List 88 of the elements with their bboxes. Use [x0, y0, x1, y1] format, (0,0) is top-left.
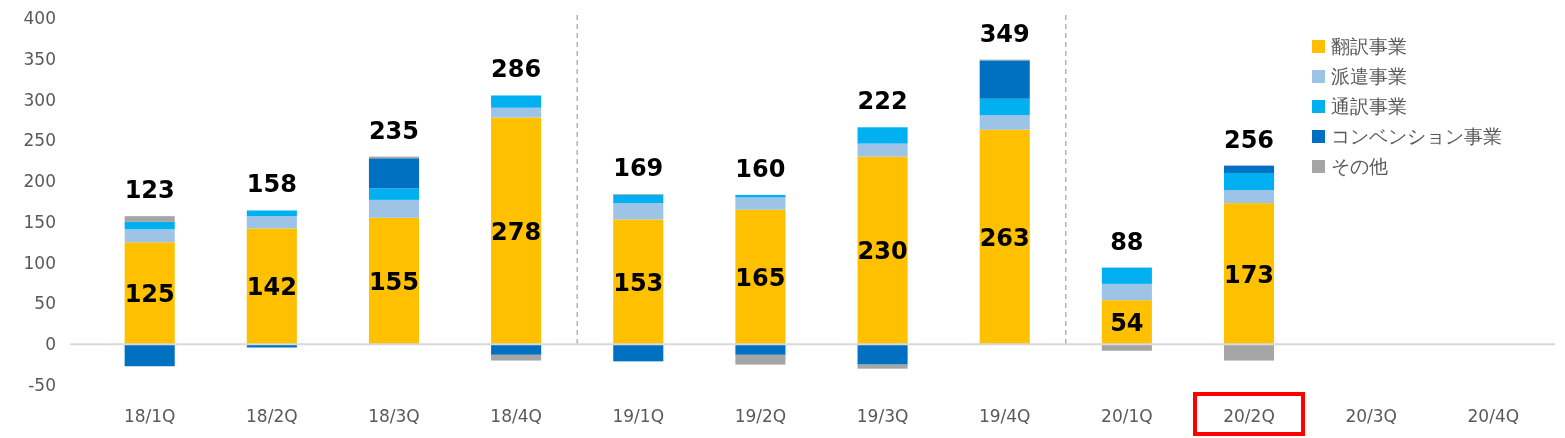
y-tick-label: -50	[28, 375, 56, 395]
legend-label: 派遣事業	[1331, 65, 1407, 87]
x-tick-label: 18/2Q	[246, 406, 298, 426]
bar	[979, 115, 1030, 130]
y-tick-label: 250	[23, 130, 56, 151]
data-label: 230	[857, 237, 908, 266]
data-label: 155	[368, 268, 420, 297]
bar	[368, 217, 420, 345]
bar	[246, 228, 297, 345]
data-label: 125	[124, 280, 175, 309]
bar	[613, 219, 664, 345]
bar	[368, 188, 420, 200]
bar	[1101, 267, 1152, 284]
y-tick-label: 0	[45, 334, 56, 355]
x-tick-label: 20/3Q	[1345, 406, 1397, 426]
data-label: 165	[735, 263, 786, 292]
y-tick-label: 400	[23, 8, 56, 28]
bar	[857, 127, 908, 144]
bar	[979, 129, 1030, 345]
bar	[979, 98, 1030, 116]
bar	[124, 221, 175, 230]
x-tick-label: 19/3Q	[856, 406, 909, 426]
y-tick-label: 50	[34, 293, 56, 314]
bar	[735, 197, 786, 210]
y-tick-label: 200	[23, 171, 56, 192]
y-tick-label: 300	[23, 89, 56, 110]
bar	[857, 364, 908, 369]
annotation: 235	[368, 116, 420, 145]
annotation: 222	[857, 87, 908, 116]
bar	[735, 344, 786, 355]
data-label: 54	[1110, 309, 1144, 338]
legend-label: その他	[1331, 155, 1388, 177]
bar	[491, 107, 542, 118]
annotation: 169	[613, 154, 664, 183]
x-tick-label: 18/4Q	[490, 406, 542, 426]
bar	[857, 143, 908, 157]
bar	[1223, 344, 1275, 361]
bar	[613, 344, 664, 362]
x-tick-label: 18/3Q	[368, 406, 420, 426]
bar	[1223, 172, 1275, 191]
bar	[1223, 190, 1275, 204]
y-tick-label: 150	[23, 211, 56, 232]
bar	[735, 354, 786, 365]
bar	[857, 344, 908, 365]
bar	[1223, 203, 1275, 345]
annotation: 123	[124, 176, 175, 205]
bar	[491, 95, 542, 108]
annotation: 160	[735, 154, 786, 183]
x-tick-label: 20/1Q	[1101, 406, 1153, 426]
bar	[491, 354, 542, 361]
x-tick-label: 19/2Q	[734, 406, 787, 426]
annotation: 256	[1223, 125, 1275, 154]
bar	[246, 210, 297, 217]
x-tick-label: 20/2Q	[1223, 406, 1275, 426]
bar	[124, 344, 175, 367]
bar	[124, 229, 175, 243]
y-tick-label: 100	[23, 252, 56, 273]
data-label: 263	[979, 223, 1030, 252]
data-label: 278	[491, 217, 542, 246]
bar	[735, 209, 786, 345]
legend-label: コンベンション事業	[1331, 125, 1502, 147]
bar	[979, 60, 1030, 99]
y-tick-label: 350	[23, 48, 56, 69]
data-label: 142	[246, 273, 297, 302]
legend-label: 通訳事業	[1331, 95, 1407, 117]
bar	[1101, 283, 1152, 301]
bar	[368, 158, 420, 189]
annotation: 88	[1110, 227, 1144, 256]
bar	[368, 199, 420, 218]
bar	[491, 344, 542, 355]
x-tick-label: 20/4Q	[1467, 406, 1520, 426]
bar	[613, 194, 664, 204]
x-tick-label: 18/1Q	[123, 406, 176, 426]
bar	[246, 216, 297, 229]
data-label: 173	[1223, 260, 1275, 289]
bar	[491, 117, 542, 345]
bar	[857, 156, 908, 345]
data-label: 153	[613, 268, 664, 297]
bar	[1101, 344, 1152, 351]
bar	[613, 203, 664, 220]
x-tick-label: 19/4Q	[978, 406, 1031, 426]
annotation: 158	[246, 170, 297, 199]
annotation: 286	[491, 55, 542, 84]
x-tick-label: 19/1Q	[612, 406, 665, 426]
bar	[1223, 165, 1275, 173]
annotation: 349	[979, 19, 1030, 48]
bar	[124, 216, 175, 222]
legend-label: 翻訳事業	[1331, 35, 1407, 57]
